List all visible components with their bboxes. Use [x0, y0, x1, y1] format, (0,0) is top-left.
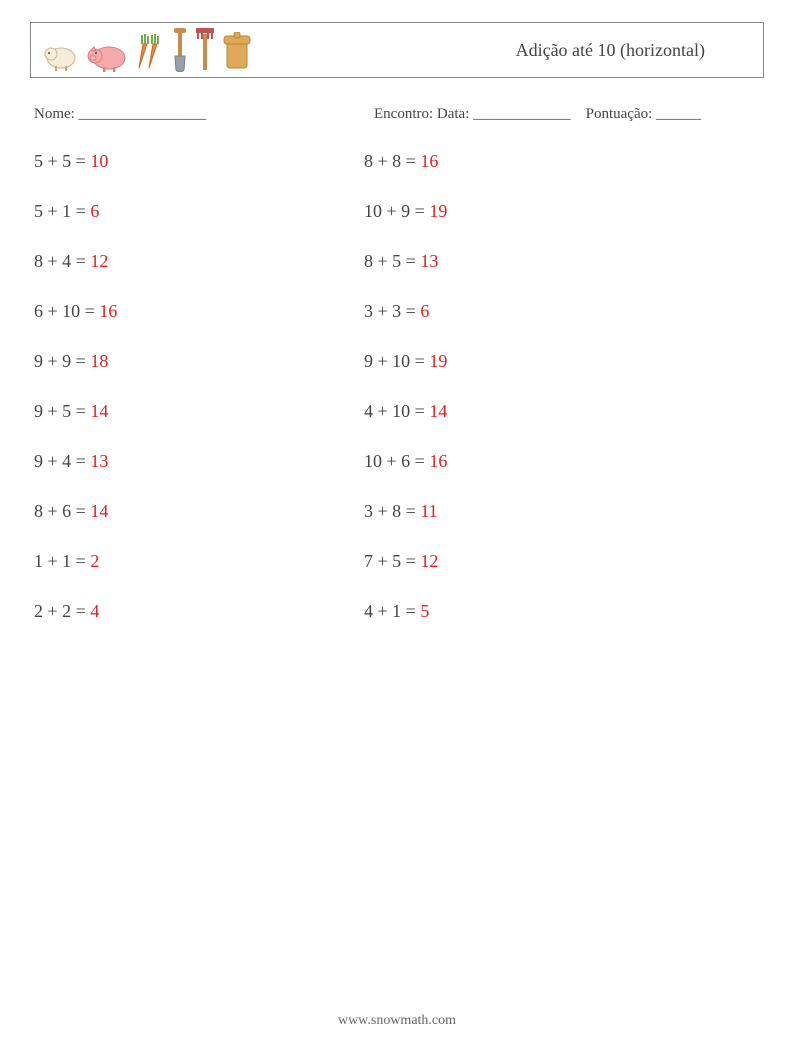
answer-text: 2 [90, 551, 99, 571]
problem-row: 9 + 4 = 1310 + 6 = 16 [34, 451, 760, 472]
problem-cell: 3 + 8 = 11 [364, 501, 760, 522]
problem-row: 9 + 9 = 189 + 10 = 19 [34, 351, 760, 372]
answer-text: 6 [90, 201, 99, 221]
problem-row: 5 + 5 = 108 + 8 = 16 [34, 151, 760, 172]
problem-row: 9 + 5 = 144 + 10 = 14 [34, 401, 760, 422]
problem-cell: 7 + 5 = 12 [364, 551, 760, 572]
problem-cell: 9 + 10 = 19 [364, 351, 760, 372]
problem-cell: 4 + 10 = 14 [364, 401, 760, 422]
answer-text: 6 [420, 301, 429, 321]
problem-cell: 8 + 8 = 16 [364, 151, 760, 172]
problem-cell: 4 + 1 = 5 [364, 601, 760, 622]
equation-text: 4 + 10 = [364, 401, 429, 421]
worksheet-page: Adição até 10 (horizontal) Nome: _______… [0, 0, 794, 1053]
problem-cell: 9 + 5 = 14 [34, 401, 364, 422]
footer-url: www.snowmath.com [0, 1013, 794, 1029]
problem-cell: 10 + 9 = 19 [364, 201, 760, 222]
answer-text: 11 [420, 501, 437, 521]
answer-text: 12 [420, 551, 438, 571]
answer-text: 19 [429, 351, 447, 371]
equation-text: 4 + 1 = [364, 601, 420, 621]
equation-text: 9 + 4 = [34, 451, 90, 471]
equation-text: 5 + 1 = [34, 201, 90, 221]
answer-text: 16 [420, 151, 438, 171]
equation-text: 3 + 3 = [364, 301, 420, 321]
problem-row: 8 + 4 = 128 + 5 = 13 [34, 251, 760, 272]
equation-text: 10 + 6 = [364, 451, 429, 471]
problem-cell: 8 + 5 = 13 [364, 251, 760, 272]
problem-cell: 5 + 5 = 10 [34, 151, 364, 172]
problem-cell: 5 + 1 = 6 [34, 201, 364, 222]
answer-text: 14 [90, 501, 108, 521]
problem-row: 6 + 10 = 163 + 3 = 6 [34, 301, 760, 322]
equation-text: 9 + 5 = [34, 401, 90, 421]
answer-text: 18 [90, 351, 108, 371]
answer-text: 14 [429, 401, 447, 421]
answer-text: 13 [420, 251, 438, 271]
rake-icon [195, 28, 215, 72]
problem-cell: 3 + 3 = 6 [364, 301, 760, 322]
answer-text: 12 [90, 251, 108, 271]
equation-text: 8 + 4 = [34, 251, 90, 271]
equation-text: 8 + 5 = [364, 251, 420, 271]
problem-cell: 8 + 4 = 12 [34, 251, 364, 272]
date-score-labels: Encontro: Data: _____________ Pontuação:… [374, 106, 760, 123]
equation-text: 3 + 8 = [364, 501, 420, 521]
problem-cell: 9 + 4 = 13 [34, 451, 364, 472]
problem-row: 1 + 1 = 27 + 5 = 12 [34, 551, 760, 572]
answer-text: 14 [90, 401, 108, 421]
problem-cell: 8 + 6 = 14 [34, 501, 364, 522]
problem-cell: 6 + 10 = 16 [34, 301, 364, 322]
answer-text: 19 [429, 201, 447, 221]
equation-text: 9 + 10 = [364, 351, 429, 371]
carrots-icon [135, 32, 165, 72]
header-icons [41, 28, 253, 72]
equation-text: 5 + 5 = [34, 151, 90, 171]
pot-icon [221, 32, 253, 72]
problem-row: 5 + 1 = 610 + 9 = 19 [34, 201, 760, 222]
meta-row: Nome: _________________ Encontro: Data: … [30, 106, 764, 123]
problems-grid: 5 + 5 = 108 + 8 = 165 + 1 = 610 + 9 = 19… [30, 151, 764, 622]
worksheet-title: Adição até 10 (horizontal) [516, 40, 745, 61]
score-label: Pontuação: ______ [586, 106, 701, 122]
answer-text: 4 [90, 601, 99, 621]
answer-text: 16 [429, 451, 447, 471]
answer-text: 13 [90, 451, 108, 471]
equation-text: 8 + 8 = [364, 151, 420, 171]
name-field-label: Nome: _________________ [34, 106, 374, 123]
shovel-icon [171, 28, 189, 72]
answer-text: 5 [420, 601, 429, 621]
answer-text: 16 [99, 301, 117, 321]
header-box: Adição até 10 (horizontal) [30, 22, 764, 78]
equation-text: 7 + 5 = [364, 551, 420, 571]
problem-row: 8 + 6 = 143 + 8 = 11 [34, 501, 760, 522]
equation-text: 9 + 9 = [34, 351, 90, 371]
problem-row: 2 + 2 = 44 + 1 = 5 [34, 601, 760, 622]
problem-cell: 10 + 6 = 16 [364, 451, 760, 472]
equation-text: 8 + 6 = [34, 501, 90, 521]
equation-text: 2 + 2 = [34, 601, 90, 621]
problem-cell: 1 + 1 = 2 [34, 551, 364, 572]
sheep-icon [41, 38, 79, 72]
pig-icon [85, 38, 129, 72]
problem-cell: 2 + 2 = 4 [34, 601, 364, 622]
date-label: Encontro: Data: _____________ [374, 106, 571, 122]
equation-text: 1 + 1 = [34, 551, 90, 571]
equation-text: 10 + 9 = [364, 201, 429, 221]
answer-text: 10 [90, 151, 108, 171]
problem-cell: 9 + 9 = 18 [34, 351, 364, 372]
equation-text: 6 + 10 = [34, 301, 99, 321]
